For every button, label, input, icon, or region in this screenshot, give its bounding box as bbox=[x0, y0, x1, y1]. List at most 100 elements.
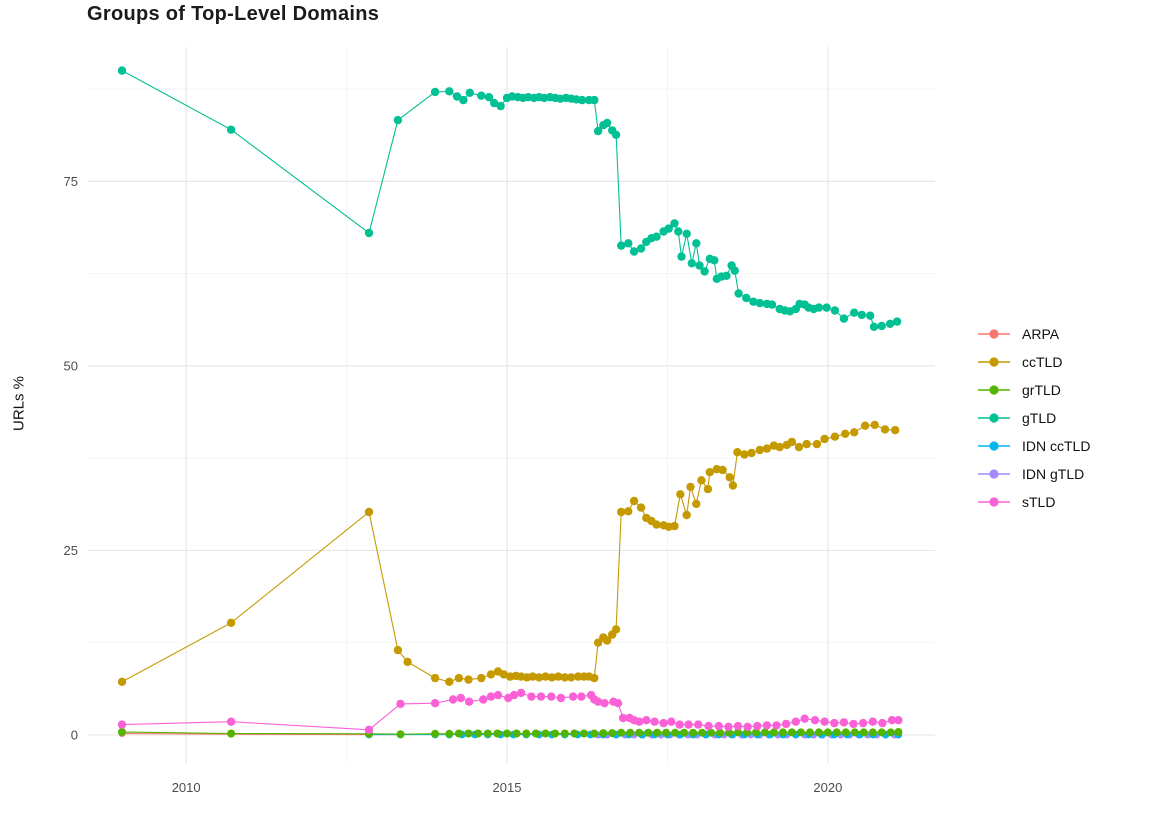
legend-label: gTLD bbox=[1022, 410, 1057, 426]
cctld-point bbox=[611, 625, 621, 634]
cctld-point bbox=[891, 425, 900, 435]
grtld-point bbox=[734, 728, 742, 737]
grtld-point bbox=[590, 729, 599, 738]
cctld-point bbox=[547, 673, 557, 682]
cctld-point bbox=[755, 445, 764, 455]
legend-key-gtld-icon bbox=[978, 413, 1010, 423]
grtld-point bbox=[716, 728, 724, 737]
stld-point bbox=[556, 693, 566, 703]
legend-label: IDN gTLD bbox=[1022, 466, 1085, 482]
gtld-point bbox=[692, 239, 701, 248]
gtld-point bbox=[755, 298, 764, 308]
grtld-point bbox=[832, 728, 841, 737]
gtld-point bbox=[767, 300, 777, 309]
grtld-point bbox=[850, 728, 859, 737]
gtld-point bbox=[629, 247, 639, 256]
stld-point bbox=[894, 716, 903, 725]
stld-point bbox=[479, 695, 488, 704]
stld-point bbox=[117, 720, 127, 729]
grtld-point bbox=[617, 728, 626, 737]
gtld-point bbox=[695, 261, 704, 270]
grtld-point bbox=[431, 729, 440, 738]
grtld-point bbox=[635, 728, 644, 737]
stld-point bbox=[600, 699, 609, 708]
stld-point bbox=[577, 692, 586, 701]
cctld-point bbox=[464, 675, 473, 684]
stld-point bbox=[364, 725, 374, 734]
cctld-point bbox=[812, 439, 822, 449]
grtld-point bbox=[886, 728, 895, 737]
legend-label: grTLD bbox=[1022, 382, 1061, 398]
gtld-point bbox=[624, 239, 633, 248]
cctld-point bbox=[718, 465, 727, 475]
cctld-point bbox=[682, 510, 691, 520]
cctld-point bbox=[686, 482, 695, 492]
gtld-point bbox=[226, 125, 236, 134]
gtld-point bbox=[670, 219, 679, 228]
legend-label: ccTLD bbox=[1022, 354, 1063, 370]
stld-point bbox=[849, 719, 858, 729]
stld-point bbox=[733, 721, 743, 731]
cctld-point bbox=[880, 425, 890, 434]
stld-point bbox=[839, 718, 849, 727]
cctld-point bbox=[775, 442, 784, 452]
stld-point bbox=[743, 722, 752, 731]
stld-point bbox=[684, 720, 693, 729]
gtld-point bbox=[593, 126, 603, 136]
gtld-point bbox=[393, 115, 403, 125]
grtld-point bbox=[522, 729, 531, 738]
gtld-point bbox=[496, 101, 505, 111]
stld-point bbox=[753, 721, 762, 731]
gtld-point bbox=[857, 310, 866, 320]
cctld-point bbox=[364, 507, 374, 517]
grtld-point bbox=[551, 729, 560, 738]
grtld-point bbox=[761, 728, 769, 737]
stld-point bbox=[810, 716, 820, 725]
cctld-point bbox=[574, 672, 583, 681]
stld-point bbox=[486, 692, 496, 701]
gtld-point bbox=[687, 259, 696, 268]
grtld-point bbox=[823, 728, 832, 737]
gtld-point bbox=[490, 98, 499, 108]
grtld-point bbox=[859, 728, 868, 737]
gtld-point bbox=[869, 322, 879, 331]
gtld-point bbox=[734, 289, 743, 298]
cctld-point bbox=[499, 670, 508, 679]
cctld-point bbox=[486, 670, 496, 679]
stld-point bbox=[791, 717, 800, 726]
gtld-point bbox=[636, 244, 646, 253]
gtld-point bbox=[822, 303, 831, 312]
grtld-point bbox=[560, 729, 569, 738]
stld-point bbox=[800, 714, 809, 723]
stld-point bbox=[593, 697, 603, 706]
grtld-point bbox=[698, 728, 707, 737]
gtld-point bbox=[611, 130, 621, 139]
cctld-point bbox=[590, 673, 599, 683]
cctld-point bbox=[567, 673, 576, 682]
grtld-point bbox=[396, 730, 405, 739]
grtld-point bbox=[805, 728, 814, 737]
gtld-point bbox=[850, 308, 859, 317]
cctld-point bbox=[733, 448, 742, 457]
legend-key-stld-icon bbox=[978, 497, 1010, 507]
gtld-point bbox=[459, 95, 468, 105]
cctld-point bbox=[602, 636, 612, 645]
stld-point bbox=[887, 716, 897, 725]
stld-point bbox=[642, 716, 651, 725]
grtld-point bbox=[671, 728, 680, 737]
grtld-point bbox=[653, 728, 662, 737]
cctld-point bbox=[117, 677, 127, 686]
stld-point bbox=[527, 692, 536, 701]
cctld-point bbox=[652, 520, 661, 529]
grtld-point bbox=[493, 729, 502, 738]
y-axis-title: URLs % bbox=[10, 376, 28, 432]
stld-point bbox=[650, 717, 659, 726]
gtld-point bbox=[602, 118, 612, 128]
y-tick-label: 0 bbox=[71, 727, 78, 742]
cctld-point bbox=[830, 432, 840, 441]
legend-item-cctld: ccTLD bbox=[977, 348, 1090, 376]
stld-point bbox=[714, 721, 723, 731]
cctld-point bbox=[593, 638, 603, 647]
